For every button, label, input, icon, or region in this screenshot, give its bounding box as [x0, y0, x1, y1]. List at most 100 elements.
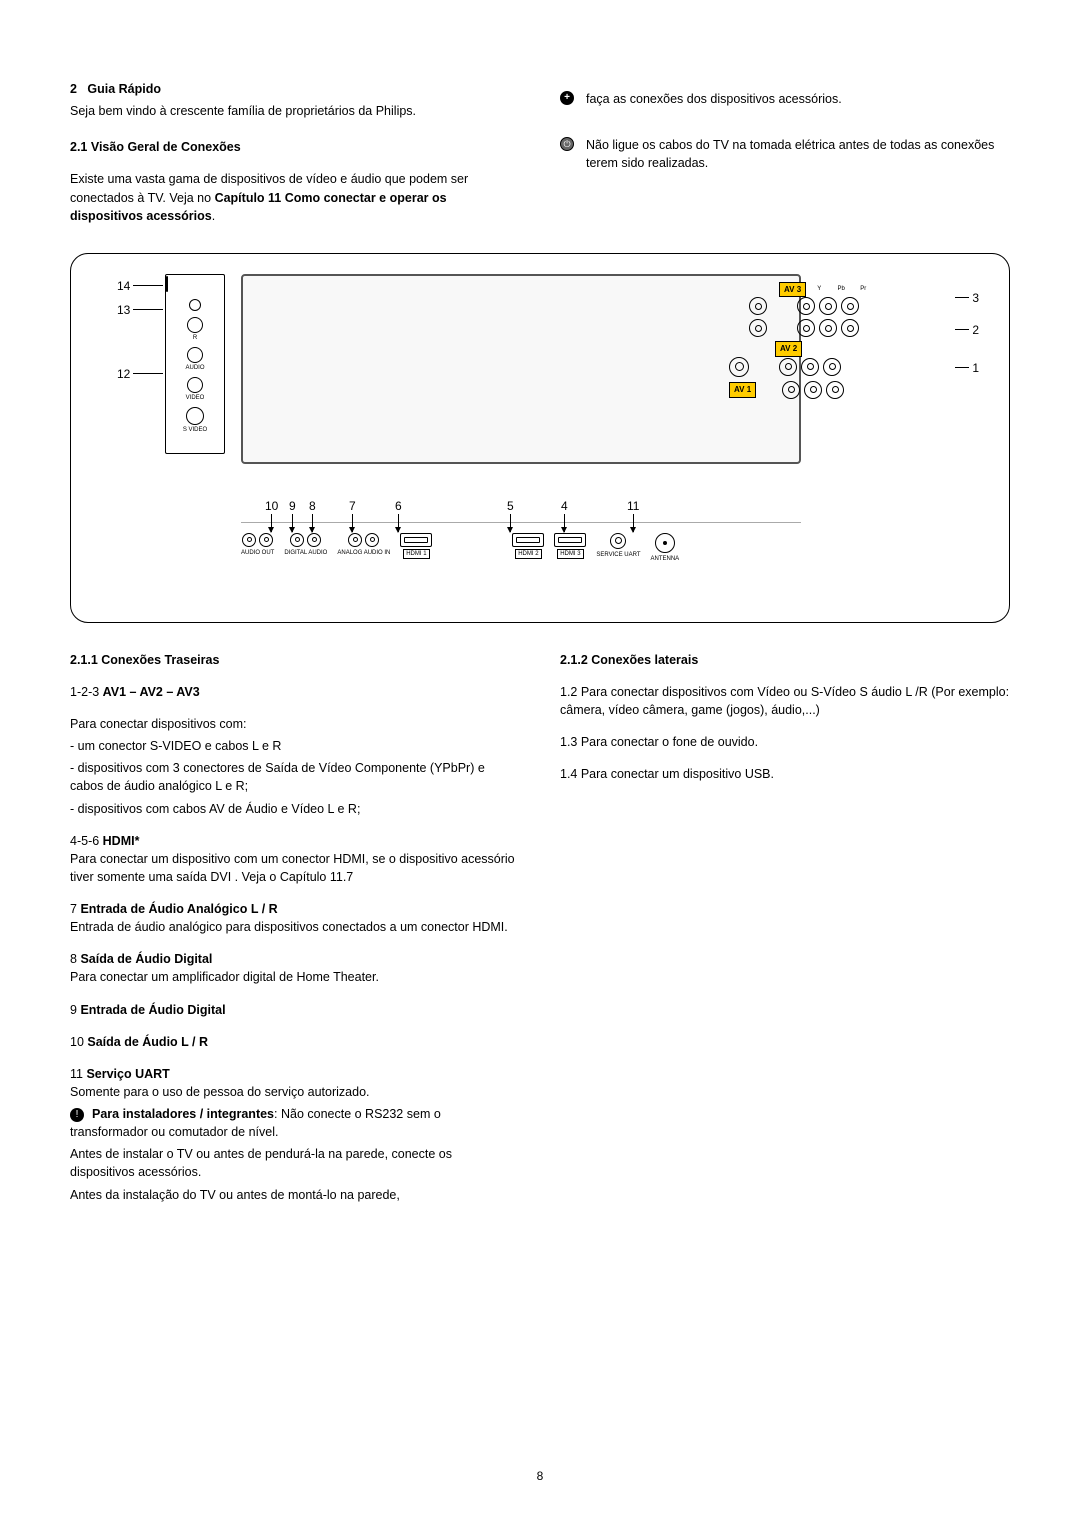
av2-ports — [729, 357, 959, 377]
pr-label: Pr — [854, 285, 872, 294]
warning-power: ⏻ Não ligue os cabos do TV na tomada elé… — [560, 136, 1010, 172]
plus-icon: + — [560, 91, 574, 105]
tv-outline — [241, 274, 801, 464]
item-11-p2: Antes de instalar o TV ou antes de pendu… — [70, 1145, 520, 1181]
callout-1: 1 — [972, 360, 979, 377]
av-para-intro: Para conectar dispositivos com: — [70, 715, 520, 733]
note-make-connections: + faça as conexões dos dispositivos aces… — [560, 90, 1010, 108]
svideo-rear-port — [729, 357, 749, 377]
callout-12: 12 — [117, 366, 130, 383]
analog-r — [365, 533, 379, 547]
item-8-para: Para conectar um amplificador digital de… — [70, 968, 520, 986]
audio-r3-port — [823, 358, 841, 376]
callout-5-arrow — [510, 514, 511, 532]
item-11-warn-bold: Para instaladores / integrantes — [92, 1107, 274, 1121]
pb-label: Pb — [832, 285, 850, 294]
callout-1-line — [955, 367, 969, 368]
item-11-heading: 11 Serviço UART — [70, 1065, 520, 1083]
section-2-1-heading: 2.1 Visão Geral de Conexões — [70, 138, 520, 156]
item-7-bold: Entrada de Áudio Analógico L / R — [80, 902, 277, 916]
callout-3: 3 — [972, 290, 979, 307]
callout-4-arrow — [564, 514, 565, 532]
callout-8: 8 — [309, 498, 316, 515]
callout-12-line — [133, 373, 163, 374]
callout-9-arrow — [292, 514, 293, 532]
av-audio-row — [749, 319, 959, 337]
info-icon: ! — [70, 1108, 84, 1122]
hdmi1-group: HDMI 1 — [400, 533, 432, 560]
item-9-num: 9 — [70, 1003, 80, 1017]
audio-r-port-icon — [187, 317, 203, 333]
av2-label-row: AV 2 — [775, 341, 959, 357]
callout-7: 7 — [349, 498, 356, 515]
av-bullet-2: - dispositivos com 3 conectores de Saída… — [70, 759, 520, 795]
bottom-connector-panel: AUDIO OUT DIGITAL AUDIO ANALOG AUDIO IN … — [241, 522, 801, 602]
callout-7-arrow — [352, 514, 353, 532]
callout-6-arrow — [398, 514, 399, 532]
usb-port-icon — [166, 276, 168, 292]
audio-out-r — [259, 533, 273, 547]
hdmi1-label: HDMI 1 — [403, 549, 429, 560]
svideo-label: S VIDEO — [166, 427, 224, 433]
item-8-num: 8 — [70, 952, 80, 966]
item-11-p1: Somente para o uso de pessoa do serviço … — [70, 1083, 520, 1101]
lower-left-col: 2.1.1 Conexões Traseiras 1-2-3 AV1 – AV2… — [70, 651, 520, 1208]
chapter-title: Guia Rápido — [87, 82, 161, 96]
callout-10: 10 — [265, 498, 278, 515]
video-port-icon — [187, 377, 203, 393]
video2-port — [779, 358, 797, 376]
analog-audio-label: ANALOG AUDIO IN — [337, 549, 390, 558]
callout-11: 11 — [627, 498, 639, 515]
audio-l3-port — [801, 358, 819, 376]
callout-10-arrow — [271, 514, 272, 532]
audio-label: AUDIO — [166, 365, 224, 371]
item-11-num: 11 — [70, 1067, 86, 1081]
item-10-bold: Saída de Áudio L / R — [87, 1035, 208, 1049]
item-9-heading: 9 Entrada de Áudio Digital — [70, 1001, 520, 1019]
note-make-connections-text: faça as conexões dos dispositivos acessó… — [586, 90, 842, 108]
digital-out — [290, 533, 304, 547]
item-7-num: 7 — [70, 902, 80, 916]
service-label: SERVICE UART — [596, 551, 640, 560]
warning-icon: ⏻ — [560, 137, 574, 151]
side-connector-panel: R AUDIO VIDEO S VIDEO — [165, 274, 225, 454]
y-port — [797, 297, 815, 315]
av3-ports — [749, 297, 959, 315]
hdmi3-label: HDMI 3 — [557, 549, 583, 560]
hdmi2-group: HDMI 2 — [512, 533, 544, 560]
audio-r-port — [749, 319, 767, 337]
callout-13-line — [133, 309, 163, 310]
pb-port — [819, 297, 837, 315]
av1-badge: AV 1 — [729, 382, 756, 398]
item-8-heading: 8 Saída de Áudio Digital — [70, 950, 520, 968]
item-10-num: 10 — [70, 1035, 87, 1049]
item-11-p3: Antes da instalação do TV ou antes de mo… — [70, 1186, 520, 1204]
callout-6: 6 — [395, 498, 402, 515]
item-8-bold: Saída de Áudio Digital — [80, 952, 212, 966]
section-2-1-paragraph: Existe uma vasta gama de dispositivos de… — [70, 170, 520, 224]
warning-power-text: Não ligue os cabos do TV na tomada elétr… — [586, 136, 1010, 172]
callout-2: 2 — [972, 322, 979, 339]
antenna-port — [655, 533, 675, 553]
item-9-bold: Entrada de Áudio Digital — [80, 1003, 225, 1017]
av3-badge: AV 3 — [779, 282, 806, 298]
svideo-port-icon — [186, 407, 204, 425]
hdmi-numbers: 4-5-6 — [70, 834, 103, 848]
audio-r-label: R — [166, 335, 224, 341]
callout-9: 9 — [289, 498, 296, 515]
pr-port — [841, 297, 859, 315]
top-section: 2 Guia Rápido Seja bem vindo à crescente… — [70, 80, 1010, 229]
audio-l-port-icon — [187, 347, 203, 363]
callout-5: 5 — [507, 498, 514, 515]
av-bold: AV1 – AV2 – AV3 — [103, 685, 200, 699]
hdmi-bold: HDMI* — [103, 834, 140, 848]
av3-label-row: AV 3 Y Pb Pr — [749, 282, 959, 298]
item-11-warn: !Para instaladores / integrantes: Não co… — [70, 1105, 520, 1141]
y-label: Y — [810, 285, 828, 294]
callout-8-arrow — [312, 514, 313, 532]
item-11-bold: Serviço UART — [86, 1067, 169, 1081]
overview-period: . — [212, 209, 215, 223]
audio-l2-port — [819, 319, 837, 337]
lower-right-col: 2.1.2 Conexões laterais 1.2 Para conecta… — [560, 651, 1010, 1208]
rear-av-panel: AV 3 Y Pb Pr AV 2 — [729, 282, 959, 382]
